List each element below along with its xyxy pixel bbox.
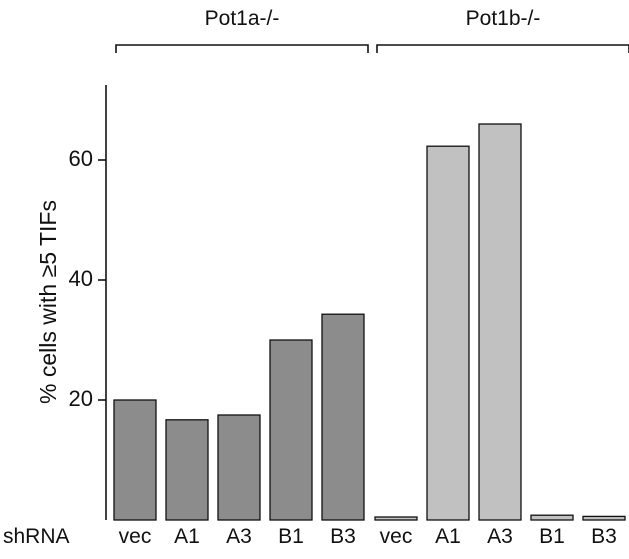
x-tick-label: B1 bbox=[539, 525, 565, 548]
y-axis-label: % cells with ≥5 TIFs bbox=[35, 200, 61, 404]
bars bbox=[113, 123, 626, 521]
bar bbox=[374, 516, 418, 521]
x-tick-label: A1 bbox=[174, 525, 200, 548]
bar bbox=[426, 145, 470, 521]
group-bracket bbox=[376, 44, 629, 53]
x-tick-label: B1 bbox=[278, 525, 304, 548]
shrna-row-label: shRNA bbox=[3, 525, 70, 548]
y-tick-label: 20 bbox=[69, 386, 93, 411]
bar bbox=[478, 123, 522, 521]
group-bracket bbox=[115, 44, 369, 53]
y-axis: 20 40 60 bbox=[69, 85, 107, 520]
bar bbox=[217, 414, 261, 521]
group-brackets: Pot1a-/- Pot1b-/- bbox=[115, 7, 629, 53]
bar bbox=[165, 419, 209, 521]
x-tick-label: A3 bbox=[487, 525, 513, 548]
x-tick-label: vec bbox=[380, 525, 413, 548]
bar bbox=[269, 339, 313, 521]
group-label: Pot1a-/- bbox=[205, 7, 280, 30]
group-label: Pot1b-/- bbox=[466, 7, 541, 30]
y-tick-label: 40 bbox=[69, 266, 93, 291]
x-tick-label: vec bbox=[119, 525, 152, 548]
x-tick-label: B3 bbox=[330, 525, 356, 548]
bar bbox=[582, 515, 626, 521]
x-tick-label: A3 bbox=[226, 525, 252, 548]
bar bbox=[113, 399, 157, 521]
y-tick-label: 60 bbox=[69, 146, 93, 171]
bar bbox=[321, 313, 365, 521]
x-tick-labels: vec A1 A3 B1 B3 vec A1 A3 B1 B3 bbox=[119, 525, 617, 548]
bar bbox=[530, 514, 574, 521]
x-tick-label: B3 bbox=[591, 525, 617, 548]
x-tick-label: A1 bbox=[435, 525, 461, 548]
